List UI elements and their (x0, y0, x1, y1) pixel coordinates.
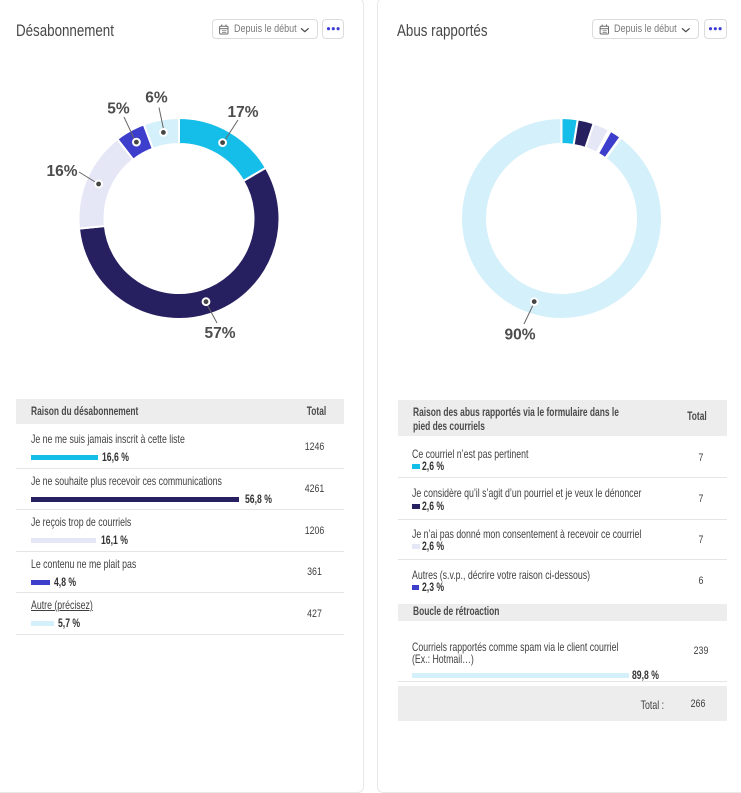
svg-text:90%: 90% (504, 327, 535, 344)
svg-text:6%: 6% (145, 90, 168, 107)
svg-text:17%: 17% (227, 104, 258, 121)
svg-text:16%: 16% (46, 163, 77, 180)
svg-text:57%: 57% (204, 325, 235, 342)
svg-text:5%: 5% (107, 101, 130, 118)
